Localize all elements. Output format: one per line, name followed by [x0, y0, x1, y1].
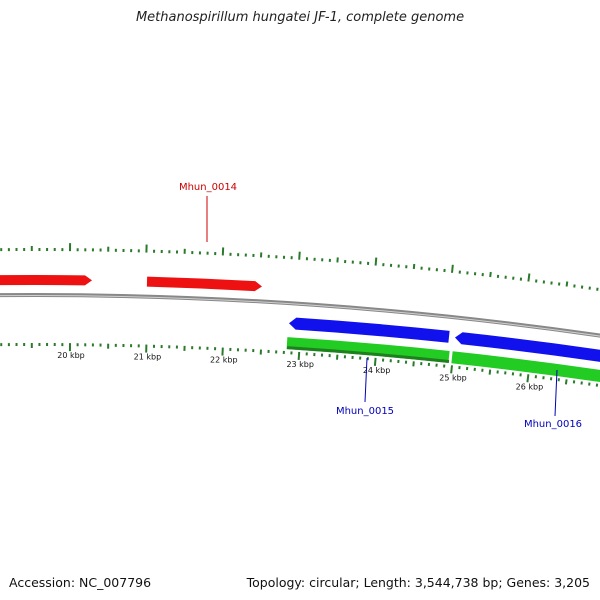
tick-mark [527, 273, 531, 282]
forward-cds-arrow[interactable] [0, 275, 92, 286]
tick-mark [526, 374, 530, 383]
forward-cds-arrow-mhun-0014[interactable] [146, 276, 262, 292]
feature-label-mhun-0016[interactable]: Mhun_0016 [524, 419, 582, 430]
tick-mark [564, 379, 568, 385]
scale-labels: 20 kbp 21 kbp 22 kbp 23 kbp 24 kbp 25 kbp 26 k… [57, 351, 543, 391]
accession-text: Accession: NC_007796 [9, 575, 152, 590]
scale-label: 25 kbp [439, 374, 467, 383]
tick-mark [451, 264, 454, 273]
feature-leader-line [554, 369, 558, 417]
tick-mark [373, 357, 377, 366]
tick-marks [0, 243, 599, 387]
scale-label: 22 kbp [210, 356, 238, 365]
scale-label: 20 kbp [57, 351, 85, 360]
topology-text: Topology: circular; Length: 3,544,738 bp… [246, 575, 590, 590]
genome-backbone [0, 293, 600, 338]
tick-mark [298, 251, 301, 260]
reverse-gene-bar-mhun-0016[interactable] [451, 351, 600, 384]
tick-mark [450, 365, 453, 374]
scale-label: 23 kbp [286, 360, 314, 369]
tick-mark [297, 351, 301, 361]
reverse-cds-arrow-mhun-0015[interactable] [289, 317, 450, 343]
scale-label: 26 kbp [516, 383, 544, 392]
tick-mark [565, 281, 569, 287]
reverse-cds-arrow-mhun-0016[interactable] [455, 332, 600, 364]
reverse-gene-bar-shade [286, 346, 450, 363]
feature-leader-line [364, 357, 368, 403]
feature-label-mhun-0014[interactable]: Mhun_0014 [179, 182, 237, 193]
tick-mark [488, 369, 492, 375]
scale-label: 21 kbp [134, 353, 162, 362]
genome-title: Methanospirillum hungatei JF-1, complete… [135, 10, 465, 25]
genome-backbone-highlight [0, 295, 600, 337]
scale-label: 24 kbp [363, 366, 391, 375]
tick-mark [374, 257, 378, 266]
tick-mark [489, 271, 492, 278]
feature-label-mhun-0015[interactable]: Mhun_0015 [336, 406, 394, 417]
